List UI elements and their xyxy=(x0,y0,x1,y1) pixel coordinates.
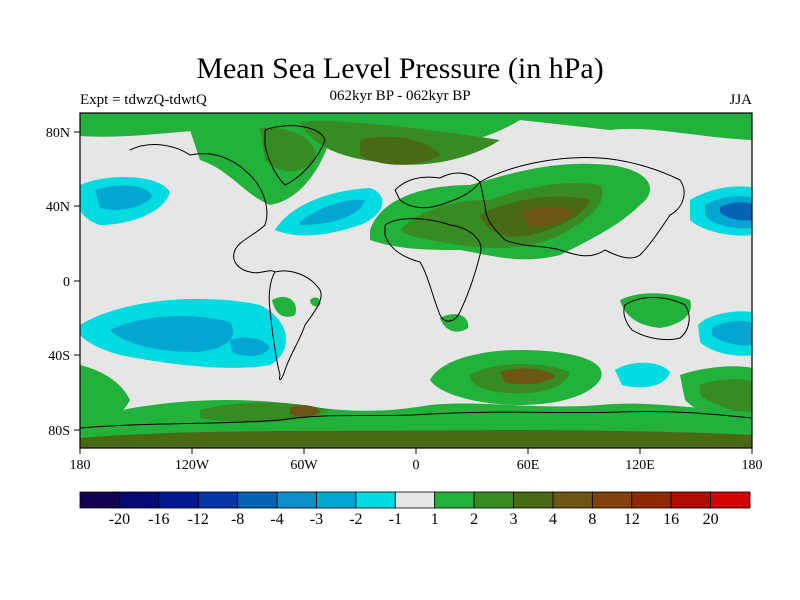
coast-antarctica xyxy=(80,411,752,429)
anomaly-blue-n-atlantic xyxy=(300,199,365,225)
colorbar-swatch xyxy=(670,491,711,509)
lon-label: 60E xyxy=(517,458,540,473)
colorbar-label: 20 xyxy=(703,511,719,528)
colorbar-label: 2 xyxy=(470,511,478,528)
anomaly-olive-antarctic xyxy=(80,430,752,448)
colorbar-label: 12 xyxy=(624,511,640,528)
plot-title: Mean Sea Level Pressure (in hPa) xyxy=(196,52,604,85)
anomaly-darkgreen-greenland xyxy=(260,127,316,172)
colorbar-label: -3 xyxy=(310,511,323,528)
colorbar-swatch xyxy=(237,491,278,509)
season-label: JJA xyxy=(729,92,752,108)
colorbar-label: -8 xyxy=(231,511,244,528)
lon-label: 60W xyxy=(290,458,318,473)
colorbar-swatch xyxy=(158,491,199,509)
anomaly-olive-arctic xyxy=(360,136,440,165)
colorbar-swatch xyxy=(119,491,160,509)
colorbar-swatch xyxy=(552,491,593,509)
colorbar-label: -20 xyxy=(109,511,130,528)
colorbar-label: 16 xyxy=(663,511,679,528)
anomaly-green-south-america xyxy=(272,296,296,317)
longitude-axis: 180 120W 60W 0 60E 120E 180 xyxy=(70,448,763,473)
experiment-label: Expt = tdwzQ-tdwtQ xyxy=(80,92,207,108)
anomaly-blue-s-pacific xyxy=(110,316,234,352)
lat-label: 40N xyxy=(46,200,70,215)
lon-label: 120E xyxy=(625,458,655,473)
colorbar-swatch xyxy=(473,491,514,509)
anomaly-green-south-africa xyxy=(440,314,469,332)
latitude-axis: 80N 40N 0 40S 80S xyxy=(46,126,80,439)
colorbar-swatch xyxy=(631,491,672,509)
colorbar-label: 4 xyxy=(549,511,557,528)
lat-label: 40S xyxy=(48,349,70,364)
anomaly-brown-eurasia xyxy=(520,206,575,226)
colorbar-swatch xyxy=(710,491,751,509)
colorbar-swatch xyxy=(591,491,633,509)
colorbar-swatch xyxy=(79,491,120,509)
anomaly-brown-southern-indian xyxy=(500,368,555,385)
coast-south-america xyxy=(268,270,322,381)
lon-label: 0 xyxy=(413,458,420,473)
anomaly-green-australia xyxy=(620,293,691,328)
colorbar-label: -12 xyxy=(188,511,209,528)
anomaly-blue-ne-pacific xyxy=(95,185,152,210)
colorbar-label: -16 xyxy=(148,511,169,528)
colorbar-swatch xyxy=(316,491,357,509)
colorbar-swatch xyxy=(197,491,239,509)
colorbar-label: 8 xyxy=(588,511,596,528)
map-background xyxy=(80,113,752,448)
colorbar-swatch xyxy=(355,491,396,509)
coast-australia xyxy=(623,297,690,341)
lon-label: 180 xyxy=(742,458,763,473)
anomaly-green-south-atlantic xyxy=(310,297,321,307)
colorbar-label: -1 xyxy=(389,511,402,528)
colorbar-label: -4 xyxy=(270,511,283,528)
anomaly-blue-s-pacific-east xyxy=(230,337,270,357)
coast-north-america xyxy=(129,144,276,274)
period-label: 062kyr BP - 062kyr BP xyxy=(329,88,471,104)
anomaly-darkblue-nw-pacific xyxy=(720,202,752,221)
colorbar-swatch xyxy=(276,491,317,509)
colorbar-swatch xyxy=(513,491,554,509)
colorbar-swatch xyxy=(394,491,436,509)
colorbar-swatch xyxy=(434,491,475,509)
colorbar-label: -2 xyxy=(349,511,362,528)
coast-africa xyxy=(384,218,482,322)
pressure-field xyxy=(80,113,752,448)
colorbar: -20 -16 -12 -8 -4 -3 -2 -1 1 2 3 4 8 12 16 20 xyxy=(79,491,751,528)
colorbar-label: 3 xyxy=(510,511,518,528)
lat-label: 0 xyxy=(63,275,70,290)
lat-label: 80S xyxy=(48,424,70,439)
lon-label: 180 xyxy=(70,458,91,473)
colorbar-label: 1 xyxy=(431,511,439,528)
coastlines xyxy=(80,125,752,429)
coast-asia xyxy=(479,157,685,259)
anomaly-green-southern-pacific-west xyxy=(80,365,130,425)
lat-label: 80N xyxy=(46,126,70,141)
anomaly-cyan-s-indian xyxy=(615,362,670,388)
coast-greenland xyxy=(264,125,326,186)
anomaly-darkgreen-se-pacific xyxy=(700,379,752,415)
anomaly-brown-antarctic xyxy=(290,405,320,417)
anomaly-blue-tasman xyxy=(712,321,752,346)
lon-label: 120W xyxy=(175,458,210,473)
